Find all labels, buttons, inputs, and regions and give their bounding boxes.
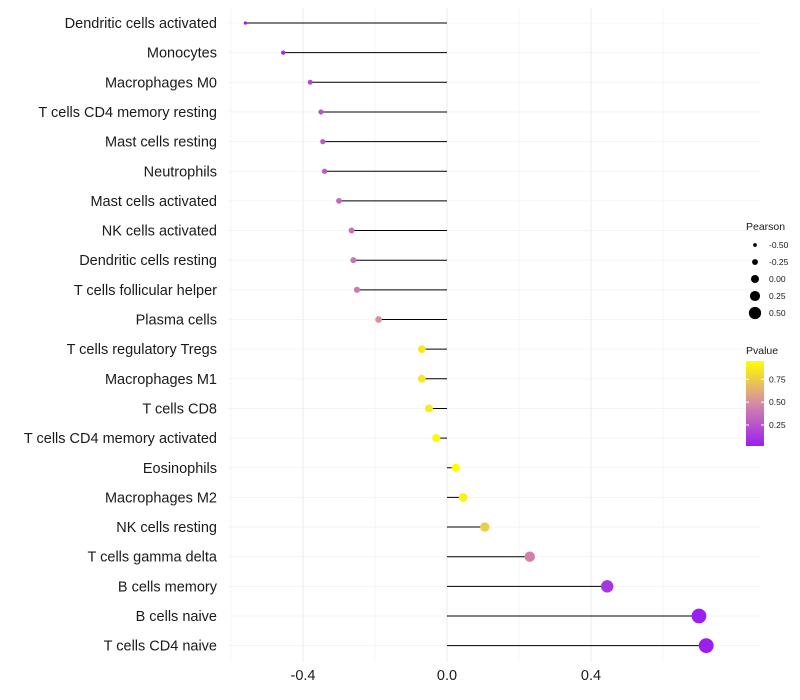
data-point — [353, 286, 361, 293]
category-label: T cells CD4 naive — [104, 639, 217, 655]
data-point — [600, 580, 614, 593]
legend-pvalue-title: Pvalue — [746, 345, 778, 357]
legend-pearson-label: 0.00 — [769, 274, 786, 284]
data-point — [417, 345, 426, 354]
data-point — [350, 257, 357, 264]
data-point — [321, 168, 328, 174]
legend-pearson-label: -0.25 — [769, 257, 789, 267]
data-point — [318, 109, 324, 115]
data-point — [348, 227, 355, 234]
legend-pvalue-label: 0.50 — [769, 397, 786, 407]
x-tick-label: 0.4 — [581, 668, 601, 684]
x-tick-label: -0.4 — [291, 668, 316, 684]
data-point — [375, 316, 382, 323]
category-label: Macrophages M0 — [105, 75, 217, 91]
legend-pearson-label: -0.50 — [769, 240, 789, 250]
category-label: T cells CD4 memory resting — [38, 105, 217, 121]
stems — [245, 22, 707, 647]
category-label: Plasma cells — [136, 313, 217, 329]
category-label: Macrophages M1 — [105, 372, 217, 388]
grid-lines — [228, 8, 760, 662]
category-labels: Dendritic cells activated Monocytes Macrop… — [24, 16, 218, 655]
legend-pearson-label: 0.50 — [769, 308, 786, 318]
legend-pearson-key — [748, 306, 762, 320]
legend-pearson-key — [749, 290, 761, 302]
category-label: Mast cells activated — [90, 194, 217, 210]
legend-pvalue-colorbar — [746, 361, 764, 446]
data-point — [336, 198, 342, 204]
legend-pvalue-label: 0.75 — [769, 374, 786, 384]
category-label: B cells memory — [118, 579, 218, 595]
legend-pearson: Pearson -0.50 -0.25 0.00 0.25 0.50 — [746, 221, 789, 320]
legend-pvalue: Pvalue 0.25 0.50 0.75 — [746, 345, 786, 446]
category-label: Neutrophils — [144, 164, 217, 180]
category-label: NK cells resting — [116, 520, 217, 536]
data-point — [451, 463, 461, 473]
legend-pearson-key — [752, 259, 758, 265]
category-label: NK cells activated — [102, 224, 217, 240]
legend-pearson-key — [751, 275, 759, 283]
legend-pearson-key — [753, 243, 757, 247]
data-point — [524, 551, 536, 562]
data-point — [458, 492, 468, 502]
x-tick-label: 0.0 — [437, 668, 457, 684]
category-label: T cells gamma delta — [88, 550, 218, 566]
category-label: Monocytes — [147, 46, 217, 62]
category-label: Mast cells resting — [105, 135, 217, 151]
category-label: T cells follicular helper — [74, 283, 217, 299]
category-label: T cells CD4 memory activated — [24, 431, 217, 447]
data-point — [243, 21, 248, 25]
data-point — [432, 434, 441, 443]
data-point — [281, 50, 286, 55]
category-label: T cells CD8 — [142, 401, 217, 417]
category-label: Eosinophils — [143, 461, 217, 477]
data-point — [480, 522, 490, 532]
category-label: B cells naive — [136, 609, 217, 625]
category-label: Dendritic cells resting — [79, 253, 217, 269]
data-point — [417, 374, 426, 383]
legend-pearson-title: Pearson — [746, 221, 785, 233]
data-point — [320, 138, 326, 145]
data-point — [425, 404, 433, 413]
data-point — [691, 608, 707, 624]
x-axis-tick-labels: -0.4 0.0 0.4 — [291, 668, 602, 684]
category-label: T cells regulatory Tregs — [67, 342, 217, 358]
legend-pvalue-label: 0.25 — [769, 420, 786, 430]
points — [243, 21, 714, 654]
category-label: Dendritic cells activated — [65, 16, 217, 32]
data-point — [307, 79, 313, 85]
category-label: Macrophages M2 — [105, 490, 217, 506]
legend-pearson-label: 0.25 — [769, 291, 786, 301]
data-point — [698, 638, 714, 654]
